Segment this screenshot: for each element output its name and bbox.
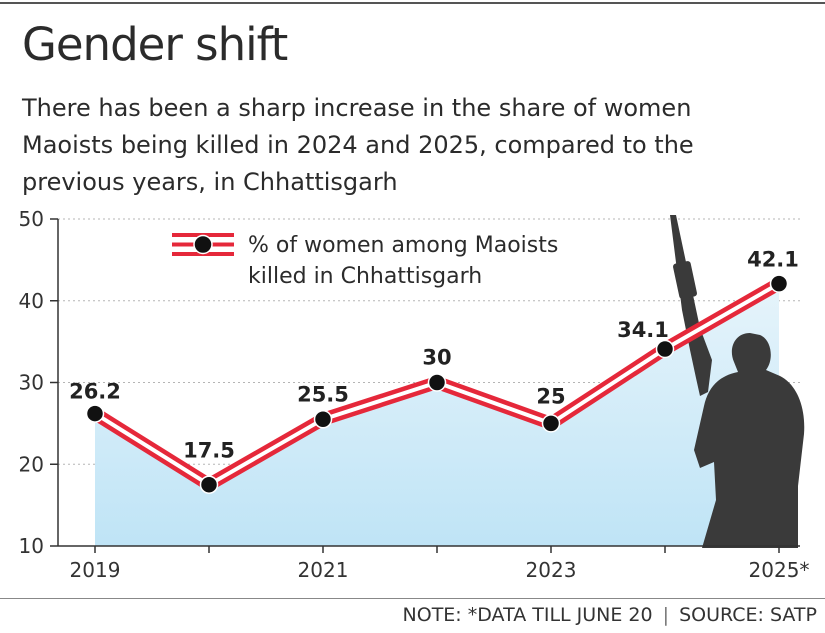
legend-label-line2: killed in Chhattisgarh <box>248 264 482 289</box>
footer-separator: | <box>662 604 670 626</box>
data-label: 34.1 <box>617 318 669 342</box>
x-tick-label: 2023 <box>526 558 577 582</box>
x-tick-label: 2019 <box>70 558 121 582</box>
series-area <box>95 283 779 546</box>
y-tick-label: 10 <box>19 534 44 558</box>
y-tick-label: 30 <box>19 371 44 395</box>
y-tick-label: 50 <box>19 207 44 231</box>
data-label: 26.2 <box>69 380 121 404</box>
legend: % of women among Maoists killed in Chhat… <box>172 233 558 289</box>
data-point <box>541 414 561 433</box>
data-label: 42.1 <box>747 248 799 272</box>
data-point <box>655 339 675 359</box>
soldier-silhouette-icon <box>670 215 805 548</box>
footer-rule <box>0 598 825 599</box>
area-fill-layer <box>95 283 779 546</box>
data-point <box>313 410 333 429</box>
y-tick-label: 40 <box>19 289 44 313</box>
data-label: 25 <box>536 384 565 408</box>
data-point-layer <box>85 274 789 494</box>
footer: NOTE: *DATA TILL JUNE 20 | SOURCE: SATP <box>403 604 817 626</box>
data-point <box>427 373 447 392</box>
footer-note: NOTE: *DATA TILL JUNE 20 <box>402 604 653 626</box>
data-label: 17.5 <box>183 439 235 463</box>
data-label: 30 <box>422 346 451 370</box>
data-label: 25.5 <box>297 382 349 406</box>
x-tick-label: 2021 <box>298 558 349 582</box>
data-label-layer: 26.2 17.5 25.5 30 25 34.1 42.1 <box>69 248 799 463</box>
legend-marker-icon <box>193 234 213 255</box>
line-chart: 26.2 17.5 25.5 30 25 34.1 42.1 10 20 30 40 50 2019 2… <box>19 207 810 582</box>
data-point <box>769 274 789 293</box>
top-rule <box>0 2 825 4</box>
footer-source: SOURCE: SATP <box>679 604 817 626</box>
data-point <box>199 475 219 494</box>
x-tick-label: 2025* <box>749 558 810 582</box>
legend-label-line1: % of women among Maoists <box>248 233 558 258</box>
axes: 10 20 30 40 50 2019 2021 2023 2025* <box>19 207 810 582</box>
chart-subtitle: There has been a sharp increase in the s… <box>22 94 694 196</box>
chart-title: Gender shift <box>22 18 288 71</box>
y-tick-label: 20 <box>19 452 44 476</box>
data-point <box>85 404 105 423</box>
